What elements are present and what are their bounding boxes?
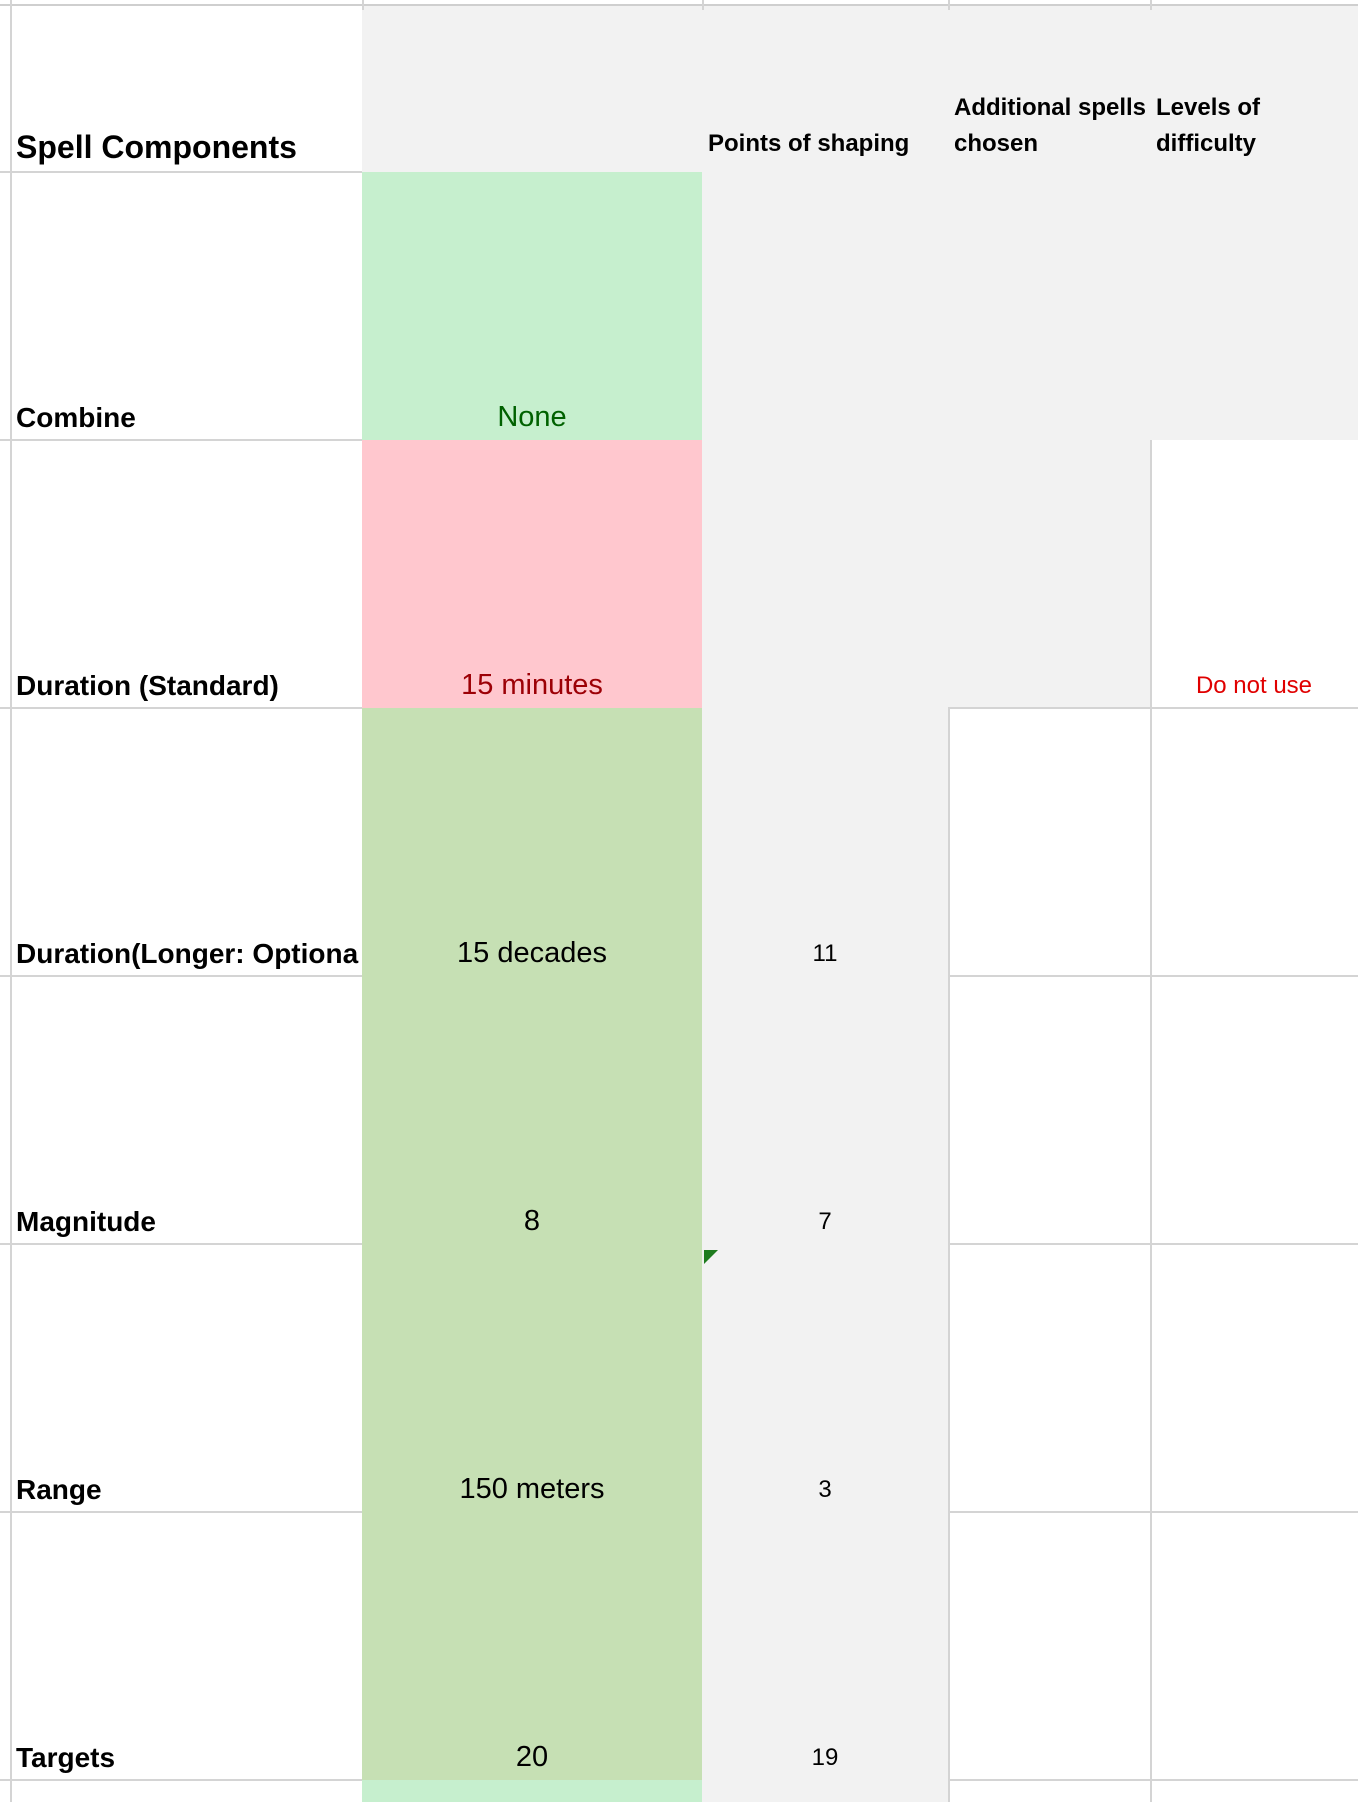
grid-line (362, 0, 364, 10)
row-value-cell[interactable]: 8 (362, 976, 702, 1244)
grid-line (948, 1511, 1358, 1513)
row-points: 19 (811, 1744, 839, 1771)
row-additional-cell[interactable] (948, 1244, 1150, 1512)
row-value: None (497, 401, 567, 433)
header-value-cell[interactable] (362, 6, 702, 172)
row-label: Targets (16, 1742, 116, 1773)
grid-line (0, 171, 362, 173)
grid-line (702, 0, 704, 10)
top-border (0, 4, 1358, 6)
row-points: 3 (818, 1476, 832, 1503)
grid-line (1150, 0, 1152, 10)
row-points-cell[interactable]: 7 (702, 976, 948, 1244)
row-value-cell[interactable]: 15 decades (362, 708, 702, 976)
row-label: Duration(Longer: Optiona (16, 938, 359, 969)
row-label: Combine (16, 402, 136, 433)
row-value: 8 (523, 1205, 541, 1237)
grid-line (948, 707, 1358, 709)
row-value: 15 decades (457, 937, 607, 969)
row-points-cell[interactable] (702, 440, 948, 708)
row-points: 11 (812, 940, 838, 967)
header-difficulty-cell[interactable]: Levels of difficulty (1150, 6, 1358, 172)
grid-line (0, 707, 362, 709)
row-label-cell[interactable]: Range (10, 1244, 362, 1512)
row-value: 150 meters (459, 1473, 605, 1505)
row-difficulty-cell[interactable] (1150, 976, 1358, 1244)
row-value-cell[interactable]: 15 minutes (362, 440, 702, 708)
row-label: Duration (Standard) (16, 670, 279, 701)
grid-line (0, 1779, 362, 1781)
grid-line (10, 0, 12, 1802)
row-value-cell[interactable]: 150 meters (362, 1244, 702, 1512)
row-value-cell[interactable]: None (362, 172, 702, 440)
row-label-cell[interactable]: Combine (10, 172, 362, 440)
row-difficulty-cell[interactable] (1150, 708, 1358, 976)
row-points-cell[interactable]: 19 (702, 1512, 948, 1802)
row-points-cell[interactable]: 11 (702, 708, 948, 976)
header-difficulty: Levels of difficulty (1156, 94, 1261, 157)
row-additional-cell[interactable] (948, 440, 1150, 708)
row-difficulty-cell[interactable]: Do not use (1150, 440, 1358, 708)
grid-line (948, 1243, 1358, 1245)
row-difficulty-cell[interactable] (1150, 1244, 1358, 1512)
row-value-cell[interactable]: 20 (362, 1512, 702, 1780)
row-additional-cell[interactable] (948, 1512, 1150, 1780)
grid-line (0, 975, 362, 977)
header-points: Points of shaping (708, 130, 910, 157)
do-not-use-warning: Do not use (1195, 672, 1313, 699)
grid-line (948, 708, 950, 1802)
row-points: 7 (818, 1208, 832, 1235)
row-additional-cell[interactable] (948, 976, 1150, 1244)
header-additional: Additional spells chosen (954, 94, 1147, 157)
header-title-cell[interactable]: Spell Components (10, 6, 362, 172)
grid-line (1150, 440, 1152, 1802)
row-label-cell[interactable]: Duration (Standard) (10, 440, 362, 708)
row-points-cell[interactable] (702, 172, 948, 440)
row-additional-cell[interactable] (948, 708, 1150, 976)
row-value: 15 minutes (461, 669, 603, 701)
comment-indicator-icon[interactable] (704, 1250, 718, 1264)
row-label-cell[interactable]: Magnitude (10, 976, 362, 1244)
row-additional-cell[interactable] (948, 172, 1150, 440)
row-difficulty-cell[interactable] (1150, 1512, 1358, 1780)
row-value-cell[interactable] (362, 1780, 702, 1802)
grid-line (0, 1511, 362, 1513)
header-title: Spell Components (16, 129, 297, 165)
grid-line (0, 439, 362, 441)
header-points-cell[interactable]: Points of shaping (702, 6, 948, 172)
grid-line (948, 1779, 1358, 1781)
row-label-cell[interactable]: Targets (10, 1512, 362, 1780)
row-points-cell[interactable]: 3 (702, 1244, 948, 1512)
grid-line (948, 975, 1358, 977)
row-label-cell[interactable]: Duration(Longer: Optiona (10, 708, 362, 976)
row-label: Range (16, 1474, 102, 1505)
row-value: 20 (515, 1741, 549, 1773)
grid-line (0, 1243, 362, 1245)
header-additional-cell[interactable]: Additional spells chosen (948, 6, 1150, 172)
row-difficulty-cell[interactable] (1150, 172, 1358, 440)
row-label: Magnitude (16, 1206, 156, 1237)
grid-line (948, 0, 950, 10)
